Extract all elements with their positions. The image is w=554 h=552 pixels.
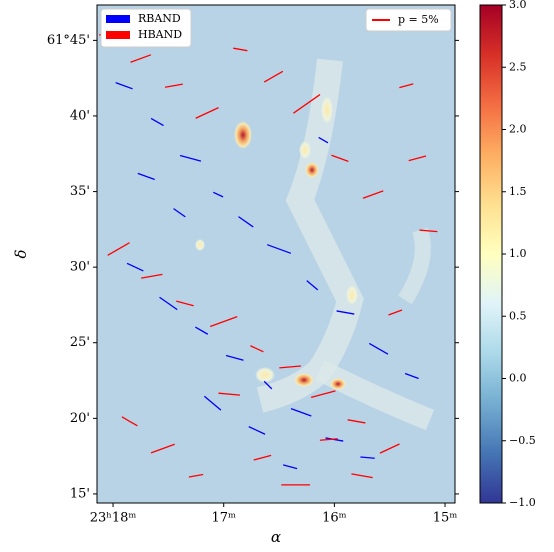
polarization-vector xyxy=(263,70,284,83)
colorbar-tick-label: 2.0 xyxy=(509,123,527,136)
polarization-vector xyxy=(360,456,375,459)
colorbar xyxy=(479,4,503,504)
polarization-vector xyxy=(250,345,264,353)
y-tick-label: 35' xyxy=(70,184,90,199)
polarization-vector xyxy=(233,47,248,52)
polarization-vector xyxy=(188,473,204,478)
intensity-map xyxy=(97,5,455,503)
polarization-vector xyxy=(318,136,329,144)
colorbar-tick-label: 3.0 xyxy=(509,0,527,11)
polarization-vector xyxy=(130,54,152,63)
x-tick-label: 15ᵐ xyxy=(433,511,458,526)
plot-frame xyxy=(96,4,456,504)
polarization-vector xyxy=(404,372,419,380)
colorbar-tick-label: 0.5 xyxy=(509,309,527,322)
colorbar-tick-label: 1.5 xyxy=(509,185,527,198)
polarization-vector xyxy=(209,316,238,328)
polarization-vector xyxy=(310,390,336,399)
polarization-vector xyxy=(137,172,155,181)
polarization-vector xyxy=(179,154,202,162)
polarization-vector xyxy=(263,380,273,390)
polarization-vector xyxy=(203,395,222,411)
legend-label: HBAND xyxy=(138,28,182,41)
y-axis-label: δ xyxy=(12,249,30,258)
polarization-vector xyxy=(218,392,241,396)
polarization-vector xyxy=(279,365,301,369)
y-tick-label: 30' xyxy=(70,260,90,275)
legend-label: RBAND xyxy=(138,12,181,25)
x-tick-label: 16ᵐ xyxy=(322,511,347,526)
polarization-vector xyxy=(351,473,373,479)
polarization-vector xyxy=(150,443,175,454)
polarization-vector xyxy=(282,464,298,470)
polarization-vector xyxy=(419,229,438,233)
polarization-vector xyxy=(173,208,186,218)
polarization-vector xyxy=(408,155,427,162)
polarization-vector xyxy=(319,438,338,441)
polarization-vector xyxy=(176,300,194,307)
y-tick-label: 40' xyxy=(70,108,90,123)
polarization-vector xyxy=(141,273,163,279)
polarization-vector xyxy=(238,216,254,228)
polarization-vector xyxy=(248,426,266,435)
polarization-vector xyxy=(293,94,321,114)
colorbar-tick-label: 1.0 xyxy=(509,247,527,260)
y-tick-label: 20' xyxy=(70,411,90,426)
polarization-vector xyxy=(164,83,183,88)
polarization-vector xyxy=(150,117,164,127)
polarization-vector xyxy=(213,191,224,198)
polarization-vector xyxy=(266,244,292,254)
polarization-vector xyxy=(115,82,133,90)
colorbar-tick-label: 0.0 xyxy=(509,372,527,385)
legend: RBAND HBAND xyxy=(100,8,192,48)
y-tick-label: 25' xyxy=(70,335,90,350)
legend-swatch xyxy=(106,31,130,39)
scale-box xyxy=(365,8,452,32)
x-tick-label: 23ʰ18ᵐ xyxy=(90,511,137,526)
polarization-vector xyxy=(195,326,209,335)
scale-label: p = 5% xyxy=(398,13,439,26)
x-tick-label: 17ᵐ xyxy=(211,511,236,526)
polarization-vector xyxy=(388,309,403,316)
colorbar-tick-label: −0.5 xyxy=(509,434,536,447)
polarization-vector xyxy=(368,342,389,355)
polarization-vector xyxy=(331,154,349,162)
polarization-vector xyxy=(253,454,272,461)
y-tick-label: 15' xyxy=(70,486,90,501)
polarization-vector xyxy=(126,262,144,272)
polarization-vector xyxy=(121,416,138,427)
polarization-vector xyxy=(362,190,384,199)
colorbar-tick-label: −1.0 xyxy=(509,496,536,509)
legend-swatch xyxy=(106,15,130,23)
polarization-vector xyxy=(159,296,178,311)
polarization-vector xyxy=(107,242,130,256)
polarization-vector xyxy=(336,310,355,315)
polarization-vector xyxy=(290,407,312,417)
y-tick-label: 61°45' xyxy=(47,33,90,48)
polarization-vector xyxy=(306,280,319,291)
polarization-vector xyxy=(347,419,366,424)
polarization-vector xyxy=(225,354,244,361)
polarization-vector xyxy=(379,443,400,454)
scale-legend: p = 5% xyxy=(365,8,452,32)
polarization-vector xyxy=(195,107,219,119)
x-axis-label: α xyxy=(271,528,281,546)
colorbar-tick-label: 2.5 xyxy=(509,60,527,73)
polarization-vector xyxy=(399,83,414,89)
